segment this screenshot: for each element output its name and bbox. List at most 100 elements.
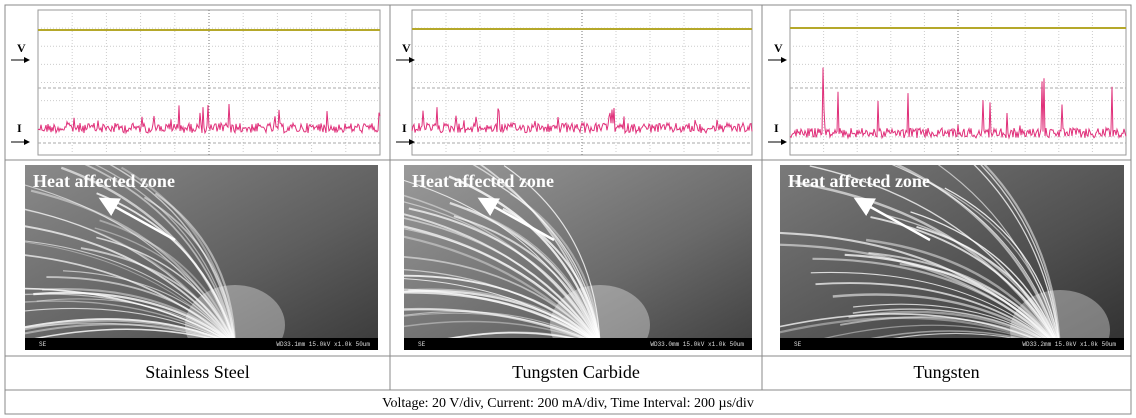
sem-streak — [84, 165, 236, 346]
sem-streak — [25, 254, 236, 346]
sem-image: SE WD33.2mm 15.0kV x1.0k 50um Heat affecte… — [780, 165, 1124, 350]
sem-streak — [795, 181, 1062, 350]
sem-streak — [25, 323, 236, 346]
sem-streak — [404, 235, 601, 346]
caption: Voltage: 20 V/div, Current: 200 mA/div, … — [382, 396, 754, 411]
current-label: I — [402, 121, 407, 135]
sem-streak — [404, 180, 601, 346]
material-label: Tungsten Carbide — [512, 362, 640, 382]
sem-streak — [25, 241, 236, 346]
sem-streak — [94, 227, 236, 346]
sem-streak — [404, 256, 601, 346]
sem-streak — [780, 316, 1061, 350]
sem-streak — [852, 308, 1061, 350]
sem-info-bar — [780, 338, 1124, 350]
sem-streak — [30, 189, 236, 346]
sem-content — [25, 165, 378, 350]
sem-streak — [25, 208, 236, 346]
sem-streak — [910, 211, 1061, 350]
sem-streak — [780, 313, 1061, 350]
sem-annotation: Heat affected zone — [33, 171, 175, 191]
sem-streak — [404, 311, 601, 346]
sem-streak — [404, 213, 601, 346]
sem-streak — [927, 180, 1061, 350]
sem-streak — [983, 165, 1062, 350]
table-frame — [4, 4, 1132, 415]
sem-streak — [96, 236, 236, 346]
sem-image: SE WD33.0mm 15.0kV x1.0k 50um Heat affecte… — [404, 165, 752, 350]
current-trace — [411, 107, 753, 135]
sem-streak — [780, 231, 1061, 350]
sem-streak — [404, 320, 601, 346]
sem-streak — [404, 194, 601, 346]
sem-streak — [404, 307, 601, 347]
sem-streak — [25, 287, 236, 346]
sem-streak — [865, 238, 1062, 350]
sem-streak — [448, 175, 602, 346]
sem-streak — [810, 271, 1061, 350]
sem-streak — [62, 270, 236, 346]
sem-image: SE WD33.1mm 15.0kV x1.0k 50um Heat affecte… — [25, 165, 378, 350]
sem-streak — [25, 240, 236, 346]
sem-streak — [404, 288, 601, 346]
sem-streak — [33, 291, 236, 346]
annotation-arrow — [477, 197, 555, 242]
sem-streak — [479, 165, 601, 346]
sem-streak — [472, 165, 601, 346]
material-label: Stainless Steel — [145, 362, 250, 382]
sem-streak — [408, 207, 601, 346]
sem-streak — [25, 318, 236, 346]
annotation-arrow — [853, 197, 931, 242]
oscilloscope-panel: VI — [11, 9, 381, 156]
sem-streak — [503, 165, 601, 346]
sem-mode: SE — [39, 341, 47, 348]
material-label: Tungsten — [913, 362, 979, 382]
sem-streak — [815, 282, 1061, 350]
sem-streak — [980, 165, 1061, 350]
current-label: I — [774, 121, 779, 135]
sem-mode: SE — [794, 341, 802, 348]
sem-info-bar — [404, 338, 752, 350]
sem-streak — [404, 278, 601, 346]
sem-annotation: Heat affected zone — [412, 171, 554, 191]
sem-streak — [25, 300, 236, 346]
current-trace — [37, 103, 381, 135]
sem-streak — [80, 247, 236, 346]
sem-info-bar — [25, 338, 378, 350]
sem-background — [780, 165, 1124, 350]
sem-streak — [453, 215, 601, 346]
sem-streak — [973, 165, 1061, 350]
sem-streak — [25, 184, 236, 346]
sem-streak — [780, 243, 1061, 350]
sem-streak — [120, 166, 237, 346]
voltage-label: V — [774, 41, 783, 55]
sem-mode: SE — [418, 341, 426, 348]
sem-streak — [404, 225, 601, 346]
sem-glow — [550, 285, 650, 350]
sem-streak — [99, 219, 236, 346]
annotation-arrow — [98, 197, 176, 242]
current-trace — [789, 67, 1127, 140]
sem-streak — [832, 293, 1061, 350]
voltage-label: V — [17, 41, 26, 55]
sem-annotation: Heat affected zone — [788, 171, 930, 191]
sem-info: WD33.2mm 15.0kV x1.0k 50um — [1022, 341, 1116, 348]
sem-info: WD33.1mm 15.0kV x1.0k 50um — [276, 341, 370, 348]
sem-streak — [109, 165, 236, 346]
sem-glow — [1010, 290, 1110, 350]
current-label: I — [17, 121, 22, 135]
sem-streak — [895, 165, 1062, 350]
sem-streak — [404, 269, 601, 346]
sem-streak — [25, 328, 236, 346]
oscilloscope-panel: VI — [768, 9, 1127, 156]
sem-streak — [154, 192, 237, 346]
sem-streak — [937, 165, 1061, 350]
sem-streak — [25, 322, 236, 346]
sem-streak — [94, 165, 236, 346]
sem-streak — [853, 303, 1061, 350]
sem-info: WD33.0mm 15.0kV x1.0k 50um — [650, 341, 744, 348]
sem-streak — [25, 319, 236, 346]
sem-streak — [25, 307, 236, 346]
